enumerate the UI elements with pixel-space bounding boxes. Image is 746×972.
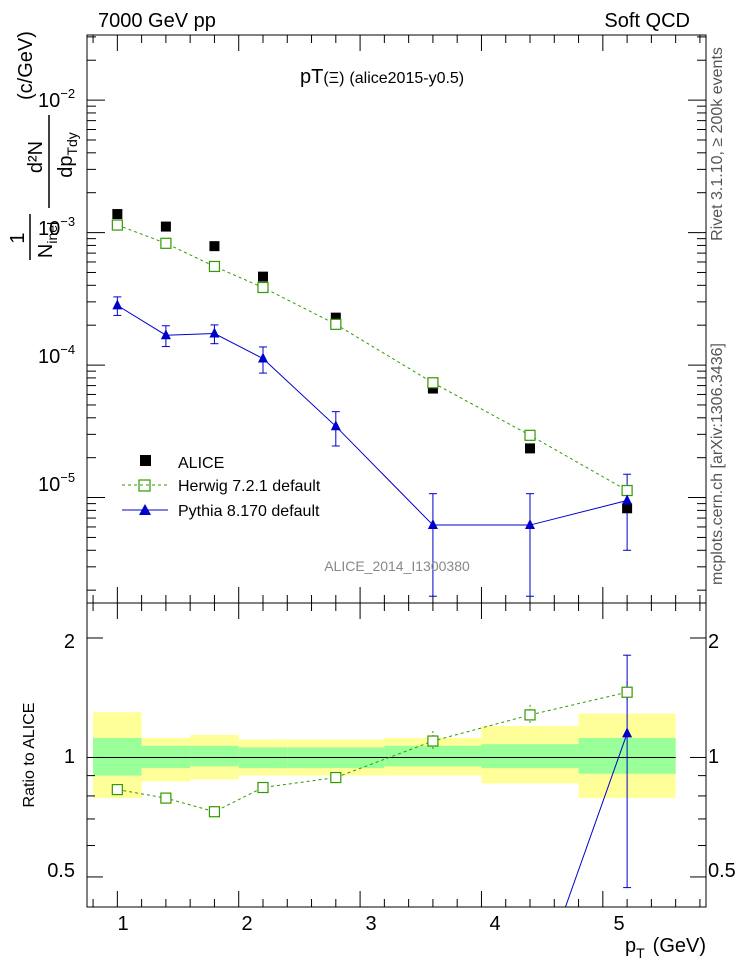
pythia-point	[160, 329, 171, 340]
herwig-ratio-point	[621, 686, 633, 698]
herwig-ratio-point	[524, 709, 536, 721]
herwig-ratio-point	[160, 792, 172, 804]
y-label-ninel: Ninel	[35, 222, 60, 258]
plot-title: pT(Ξ) (alice2015-y0.5)	[300, 66, 464, 88]
pythia-point	[622, 494, 633, 505]
alice-point	[330, 312, 341, 323]
alice-point	[427, 383, 438, 394]
herwig-ratio-point	[208, 806, 221, 818]
herwig-point	[257, 281, 269, 294]
header-left: 7000 GeV pp	[98, 10, 216, 32]
pythia-point	[209, 327, 220, 338]
y-tick-label-1e-2: 10−2	[38, 86, 75, 112]
pythia-point	[112, 299, 123, 310]
y-label-frac-den: dpTdy	[55, 132, 80, 178]
y-tick-label-1e-4: 10−4	[38, 342, 75, 368]
side-label-mcplots: mcplots.cern.ch [arXiv:1306.3436]	[709, 343, 726, 585]
herwig-point	[330, 318, 342, 330]
pythia-ratio-line	[564, 733, 628, 908]
x-tick-label-5: 5	[613, 913, 624, 935]
pythia-point	[525, 519, 536, 530]
herwig-point	[524, 429, 536, 441]
alice-point	[112, 209, 123, 220]
pythia-point	[330, 420, 341, 431]
herwig-point	[208, 260, 221, 273]
bottom-panel-marks	[111, 686, 633, 818]
herwig-ratio-point	[257, 781, 269, 794]
herwig-point	[160, 237, 172, 249]
herwig-ratio-point	[111, 783, 123, 796]
alice-point	[160, 221, 171, 232]
alice-point	[525, 443, 536, 454]
side-label-rivet: Rivet 3.1.10, ≥ 200k events	[709, 47, 726, 241]
ratio-y-axis-label: Ratio to ALICE	[21, 703, 38, 808]
herwig-line	[117, 224, 628, 491]
alice-point	[622, 503, 633, 514]
bottom-panel-ticks	[87, 603, 706, 907]
alice-point	[209, 241, 220, 252]
herwig-point	[111, 219, 123, 231]
x-axis-label: pT (GeV)	[625, 935, 706, 961]
x-tick-label-3: 3	[365, 913, 376, 935]
legend: ALICE Herwig 7.2.1 default Pythia 8.170 …	[122, 455, 321, 520]
bottom-panel: 2 1 0.5 2 1 0.5 Ratio to ALICE 1 2 3 4 5…	[21, 602, 736, 961]
ratio-tick-label-05-left: 0.5	[47, 860, 75, 882]
legend-pythia-marker	[139, 504, 151, 515]
pythia-point	[257, 352, 268, 363]
x-tick-label-4: 4	[489, 913, 500, 935]
ratio-tick-label-2-right: 2	[708, 631, 719, 653]
herwig-ratio-point	[427, 735, 439, 747]
ratio-bands	[93, 712, 676, 799]
ratio-band-inner	[93, 737, 142, 776]
y-axis-label-top: (c/GeV) d²N dpTdy 1 Ninel	[7, 31, 80, 260]
pythia-point	[427, 519, 438, 530]
herwig-ratio-line	[117, 691, 628, 813]
top-panel-lines	[113, 224, 632, 597]
legend-herwig-label: Herwig 7.2.1 default	[178, 478, 321, 495]
herwig-point	[621, 484, 633, 497]
ratio-tick-label-1-left: 1	[64, 746, 75, 768]
y-label-units: (c/GeV)	[15, 31, 37, 100]
y-label-frac-num: d²N	[25, 141, 47, 173]
ratio-tick-label-2-left: 2	[64, 631, 75, 653]
y-label-one: 1	[7, 232, 29, 243]
ratio-band-inner	[384, 745, 482, 767]
analysis-watermark: ALICE_2014_I1300380	[324, 558, 470, 574]
legend-alice-marker	[140, 455, 151, 466]
alice-point	[257, 271, 268, 282]
ratio-band-inner	[190, 745, 239, 767]
x-tick-label-1: 1	[117, 913, 128, 935]
x-tick-label-2: 2	[241, 913, 252, 935]
legend-alice-label: ALICE	[178, 455, 224, 472]
ratio-band-inner	[481, 744, 579, 769]
y-tick-label-1e-3: 10−3	[38, 214, 75, 240]
pythia-line	[117, 304, 628, 526]
legend-pythia-label: Pythia 8.170 default	[178, 503, 320, 520]
header-right: Soft QCD	[604, 10, 690, 32]
ratio-tick-label-1-right: 1	[708, 746, 719, 768]
ratio-tick-label-05-right: 0.5	[708, 860, 736, 882]
herwig-point	[427, 377, 439, 389]
legend-herwig-marker	[138, 479, 151, 492]
top-panel-marks	[111, 209, 633, 530]
herwig-ratio-point	[330, 771, 342, 784]
top-panel-ticks	[87, 35, 706, 603]
bottom-panel-frame	[86, 602, 707, 908]
pythia-ratio-point	[622, 727, 633, 738]
y-tick-label-1e-5: 10−5	[38, 470, 75, 496]
top-panel: 10−2 10−3 10−4 10−5 pT(Ξ) (alice2015-y0.5…	[7, 31, 707, 604]
